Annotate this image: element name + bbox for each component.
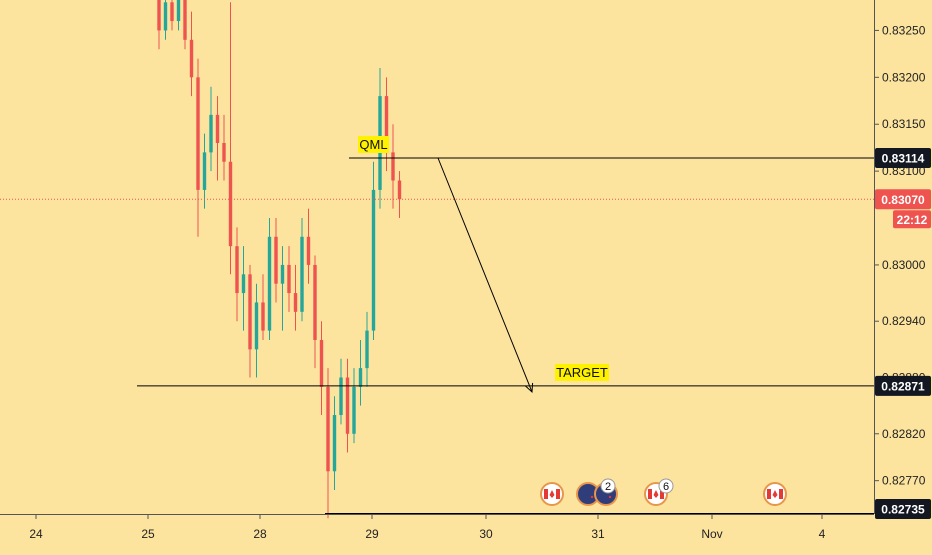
candle-body: [170, 2, 174, 22]
candle-body: [241, 274, 246, 294]
flag-stripe-right: [660, 489, 664, 499]
arrow-head: [525, 382, 534, 394]
flag-stripe-left: [648, 489, 652, 499]
x-tick-label: 31: [591, 527, 605, 541]
maple-leaf-icon: [549, 490, 555, 498]
candle-body: [157, 0, 161, 31]
candle-body: [384, 96, 389, 153]
candle-body: [391, 152, 395, 181]
target-price-tag: 0.82871: [881, 379, 925, 393]
candle-body: [215, 114, 220, 143]
y-tick-label: 0.83000: [882, 258, 926, 272]
maple-leaf-icon: [772, 490, 778, 498]
candle-body: [202, 152, 207, 190]
candle-body: [235, 246, 239, 294]
flag-stripe-left: [767, 489, 771, 499]
event-count-badge-bg: [600, 478, 616, 494]
time-axis[interactable]: 24 25 28 29 30 31 Nov 4: [0, 514, 874, 541]
y-tick-label: 0.82940: [882, 314, 926, 328]
candle-body: [176, 0, 181, 22]
flag-stripe-right: [779, 489, 783, 499]
x-tick-label: 4: [819, 527, 826, 541]
qml-label: QML: [359, 137, 387, 152]
price-axis[interactable]: 0.832500.832000.831500.831000.830000.829…: [874, 0, 926, 514]
candle-body: [345, 377, 350, 434]
candle-body: [196, 77, 200, 190]
candle-body: [293, 293, 298, 312]
x-tick-label: Nov: [701, 527, 722, 541]
candle-body: [248, 274, 252, 350]
y-tick-label: 0.82770: [882, 474, 926, 488]
low-price-tag-bg: [875, 499, 931, 519]
candle-body: [163, 2, 168, 31]
y-tick-label: 0.83150: [882, 117, 926, 131]
x-tick-label: 25: [141, 527, 155, 541]
countdown-tag: 22:12: [897, 213, 928, 227]
event-count-badge: 2: [605, 481, 611, 493]
candle-body: [222, 142, 226, 162]
target-price-tag-bg: [875, 375, 931, 396]
current-price-tag: 0.83070: [881, 193, 925, 207]
candle-body: [287, 264, 291, 294]
candle-body: [352, 386, 356, 434]
trend-arrow-line[interactable]: [437, 157, 533, 393]
qml-label-bg: [358, 136, 389, 153]
candle-body: [274, 236, 278, 284]
candle-body: [332, 415, 337, 472]
current-price-tag-bg: [875, 189, 931, 210]
flag-star: [590, 495, 594, 499]
flag-stripe-right: [556, 489, 560, 499]
flag-stripe-left: [544, 489, 548, 499]
candle-body: [306, 236, 311, 265]
event-count-badge: 6: [663, 481, 669, 493]
qml-price-tag: 0.83114: [882, 152, 925, 166]
y-tick-label: 0.83250: [882, 23, 926, 37]
drawings-layer: QML TARGET: [0, 136, 874, 515]
y-tick-label: 0.82820: [882, 427, 926, 441]
x-tick-label: 24: [29, 527, 43, 541]
candle-body: [397, 180, 402, 200]
countdown-tag-bg: [893, 210, 931, 229]
maple-leaf-icon: [653, 490, 659, 498]
candle-body: [300, 236, 304, 312]
candle-body: [358, 368, 363, 387]
x-tick-label: 28: [253, 527, 267, 541]
candle-body: [280, 264, 285, 284]
candle-body: [371, 189, 376, 331]
candle-body: [365, 330, 369, 369]
event-count-badge-bg: [658, 478, 674, 494]
price-tags-layer: 0.83114 0.83070 0.82871 0.82735 22:12: [875, 148, 931, 519]
candle-body: [228, 161, 233, 247]
flag-star: [608, 495, 612, 499]
candle-body: [261, 302, 265, 331]
candle-body: [319, 339, 324, 387]
qml-price-tag-bg: [875, 148, 931, 168]
target-label: TARGET: [556, 365, 608, 380]
candle-body: [313, 264, 317, 340]
candle-body: [209, 114, 213, 153]
candle-body: [189, 39, 194, 78]
x-tick-label: 30: [479, 527, 493, 541]
candle-body: [326, 386, 330, 472]
candle-body: [339, 377, 343, 416]
candle-body: [183, 0, 187, 40]
low-price-tag: 0.82735: [881, 503, 925, 517]
target-label-bg: [555, 363, 609, 381]
candle-body: [267, 236, 272, 331]
candle-body: [254, 302, 259, 350]
x-tick-label: 29: [365, 527, 379, 541]
y-tick-label: 0.83200: [882, 70, 926, 84]
